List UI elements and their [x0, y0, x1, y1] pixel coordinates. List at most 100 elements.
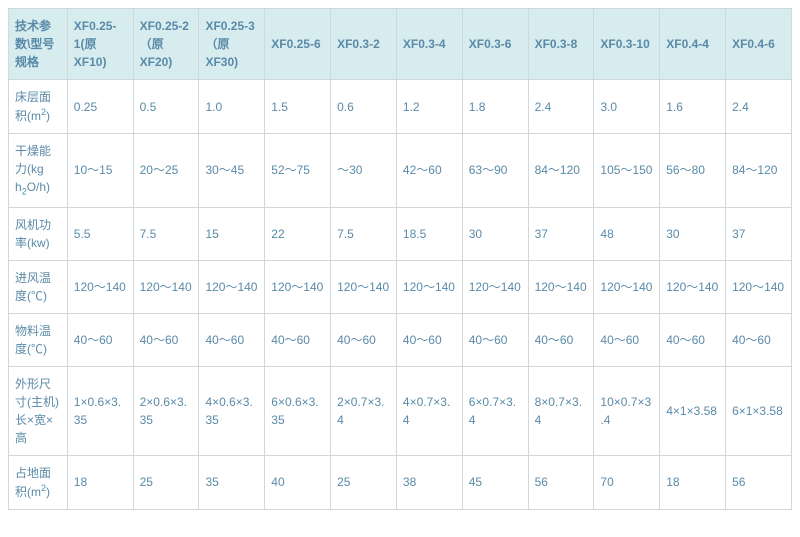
cell: 2×0.7×3.4 — [331, 366, 397, 455]
cell: 0.5 — [133, 80, 199, 134]
cell: 45 — [462, 455, 528, 509]
cell: 40～60 — [199, 313, 265, 366]
column-header: XF0.25-1(原XF10) — [67, 9, 133, 80]
column-header: XF0.25-2（原XF20) — [133, 9, 199, 80]
cell: 3.0 — [594, 80, 660, 134]
table-row: 风机功率(kw)5.57.515227.518.53037483037 — [9, 207, 792, 260]
cell: 1.6 — [660, 80, 726, 134]
spec-table: 技术参数\型号规格XF0.25-1(原XF10)XF0.25-2（原XF20)X… — [8, 8, 792, 510]
cell: 8×0.7×3.4 — [528, 366, 594, 455]
cell: 48 — [594, 207, 660, 260]
cell: 5.5 — [67, 207, 133, 260]
cell: 42～60 — [396, 134, 462, 208]
table-row: 进风温度(℃)120～140120～140120～140120～140120～1… — [9, 260, 792, 313]
column-header: XF0.3-2 — [331, 9, 397, 80]
table-row: 外形尺寸(主机)长×宽×高1×0.6×3.352×0.6×3.354×0.6×3… — [9, 366, 792, 455]
column-header: XF0.3-8 — [528, 9, 594, 80]
cell: 0.25 — [67, 80, 133, 134]
cell: 56 — [726, 455, 792, 509]
column-header: XF0.3-4 — [396, 9, 462, 80]
cell: 2.4 — [726, 80, 792, 134]
cell: 30 — [462, 207, 528, 260]
cell: 120～140 — [528, 260, 594, 313]
cell: 40～60 — [594, 313, 660, 366]
column-header: XF0.3-6 — [462, 9, 528, 80]
cell: 18 — [660, 455, 726, 509]
table-row: 床层面积(m2)0.250.51.01.50.61.21.82.43.01.62… — [9, 80, 792, 134]
row-label: 干燥能力(kg h2O/h) — [9, 134, 68, 208]
row-label: 床层面积(m2) — [9, 80, 68, 134]
header-row-label: 技术参数\型号规格 — [9, 9, 68, 80]
cell: 56 — [528, 455, 594, 509]
row-label: 外形尺寸(主机)长×宽×高 — [9, 366, 68, 455]
table-row: 干燥能力(kg h2O/h)10～1520～2530～4552～75～3042～… — [9, 134, 792, 208]
cell: 22 — [265, 207, 331, 260]
cell: 2×0.6×3.35 — [133, 366, 199, 455]
cell: 38 — [396, 455, 462, 509]
cell: 120～140 — [726, 260, 792, 313]
row-label: 进风温度(℃) — [9, 260, 68, 313]
cell: 120～140 — [331, 260, 397, 313]
cell: 1.8 — [462, 80, 528, 134]
column-header: XF0.25-3（原XF30) — [199, 9, 265, 80]
cell: 40 — [265, 455, 331, 509]
cell: 4×0.7×3.4 — [396, 366, 462, 455]
column-header: XF0.25-6 — [265, 9, 331, 80]
cell: 1.0 — [199, 80, 265, 134]
cell: 30～45 — [199, 134, 265, 208]
cell: 84～120 — [726, 134, 792, 208]
cell: 1.2 — [396, 80, 462, 134]
column-header: XF0.4-6 — [726, 9, 792, 80]
cell: 1.5 — [265, 80, 331, 134]
cell: 63～90 — [462, 134, 528, 208]
cell: 120～140 — [660, 260, 726, 313]
table-row: 占地面积(m2)1825354025384556701856 — [9, 455, 792, 509]
column-header: XF0.4-4 — [660, 9, 726, 80]
cell: 37 — [726, 207, 792, 260]
row-label: 物料温度(℃) — [9, 313, 68, 366]
cell: 4×0.6×3.35 — [199, 366, 265, 455]
cell: 18 — [67, 455, 133, 509]
cell: 40～60 — [396, 313, 462, 366]
cell: 15 — [199, 207, 265, 260]
cell: 6×1×3.58 — [726, 366, 792, 455]
cell: 4×1×3.58 — [660, 366, 726, 455]
cell: 1×0.6×3.35 — [67, 366, 133, 455]
cell: 6×0.6×3.35 — [265, 366, 331, 455]
cell: 105～150 — [594, 134, 660, 208]
table-header: 技术参数\型号规格XF0.25-1(原XF10)XF0.25-2（原XF20)X… — [9, 9, 792, 80]
cell: 35 — [199, 455, 265, 509]
cell: 18.5 — [396, 207, 462, 260]
cell: 6×0.7×3.4 — [462, 366, 528, 455]
column-header: XF0.3-10 — [594, 9, 660, 80]
cell: 0.6 — [331, 80, 397, 134]
cell: 40～60 — [265, 313, 331, 366]
cell: 52～75 — [265, 134, 331, 208]
cell: 120～140 — [199, 260, 265, 313]
cell: 25 — [331, 455, 397, 509]
cell: 30 — [660, 207, 726, 260]
cell: 84～120 — [528, 134, 594, 208]
cell: 120～140 — [133, 260, 199, 313]
row-label: 风机功率(kw) — [9, 207, 68, 260]
cell: 120～140 — [265, 260, 331, 313]
table-body: 床层面积(m2)0.250.51.01.50.61.21.8 2.4 3.01.6 2… — [9, 80, 792, 510]
cell: 120～140 — [67, 260, 133, 313]
cell: 40～60 — [133, 313, 199, 366]
cell: 20～25 — [133, 134, 199, 208]
table-row: 物料温度(℃)40～6040～6040～6040～6040～6040～6040～… — [9, 313, 792, 366]
cell: 56～80 — [660, 134, 726, 208]
cell: 25 — [133, 455, 199, 509]
cell: 40～60 — [726, 313, 792, 366]
cell: 120～140 — [594, 260, 660, 313]
cell: 40～60 — [462, 313, 528, 366]
cell: 40～60 — [660, 313, 726, 366]
cell: 70 — [594, 455, 660, 509]
cell: 120～140 — [462, 260, 528, 313]
cell: 40～60 — [528, 313, 594, 366]
cell: 10×0.7×3.4 — [594, 366, 660, 455]
cell: 7.5 — [133, 207, 199, 260]
cell: 40～60 — [67, 313, 133, 366]
cell: 40～60 — [331, 313, 397, 366]
row-label: 占地面积(m2) — [9, 455, 68, 509]
